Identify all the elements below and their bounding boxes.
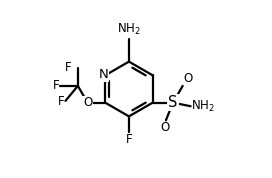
Text: F: F (126, 133, 132, 146)
Text: O: O (83, 96, 92, 109)
Text: S: S (168, 95, 178, 110)
Text: F: F (53, 79, 59, 92)
Text: F: F (65, 61, 72, 74)
Text: O: O (184, 72, 193, 85)
Text: O: O (160, 121, 170, 134)
Text: NH$_2$: NH$_2$ (117, 22, 141, 37)
Text: N: N (98, 68, 108, 81)
Text: F: F (58, 95, 65, 108)
Text: NH$_2$: NH$_2$ (191, 99, 215, 114)
